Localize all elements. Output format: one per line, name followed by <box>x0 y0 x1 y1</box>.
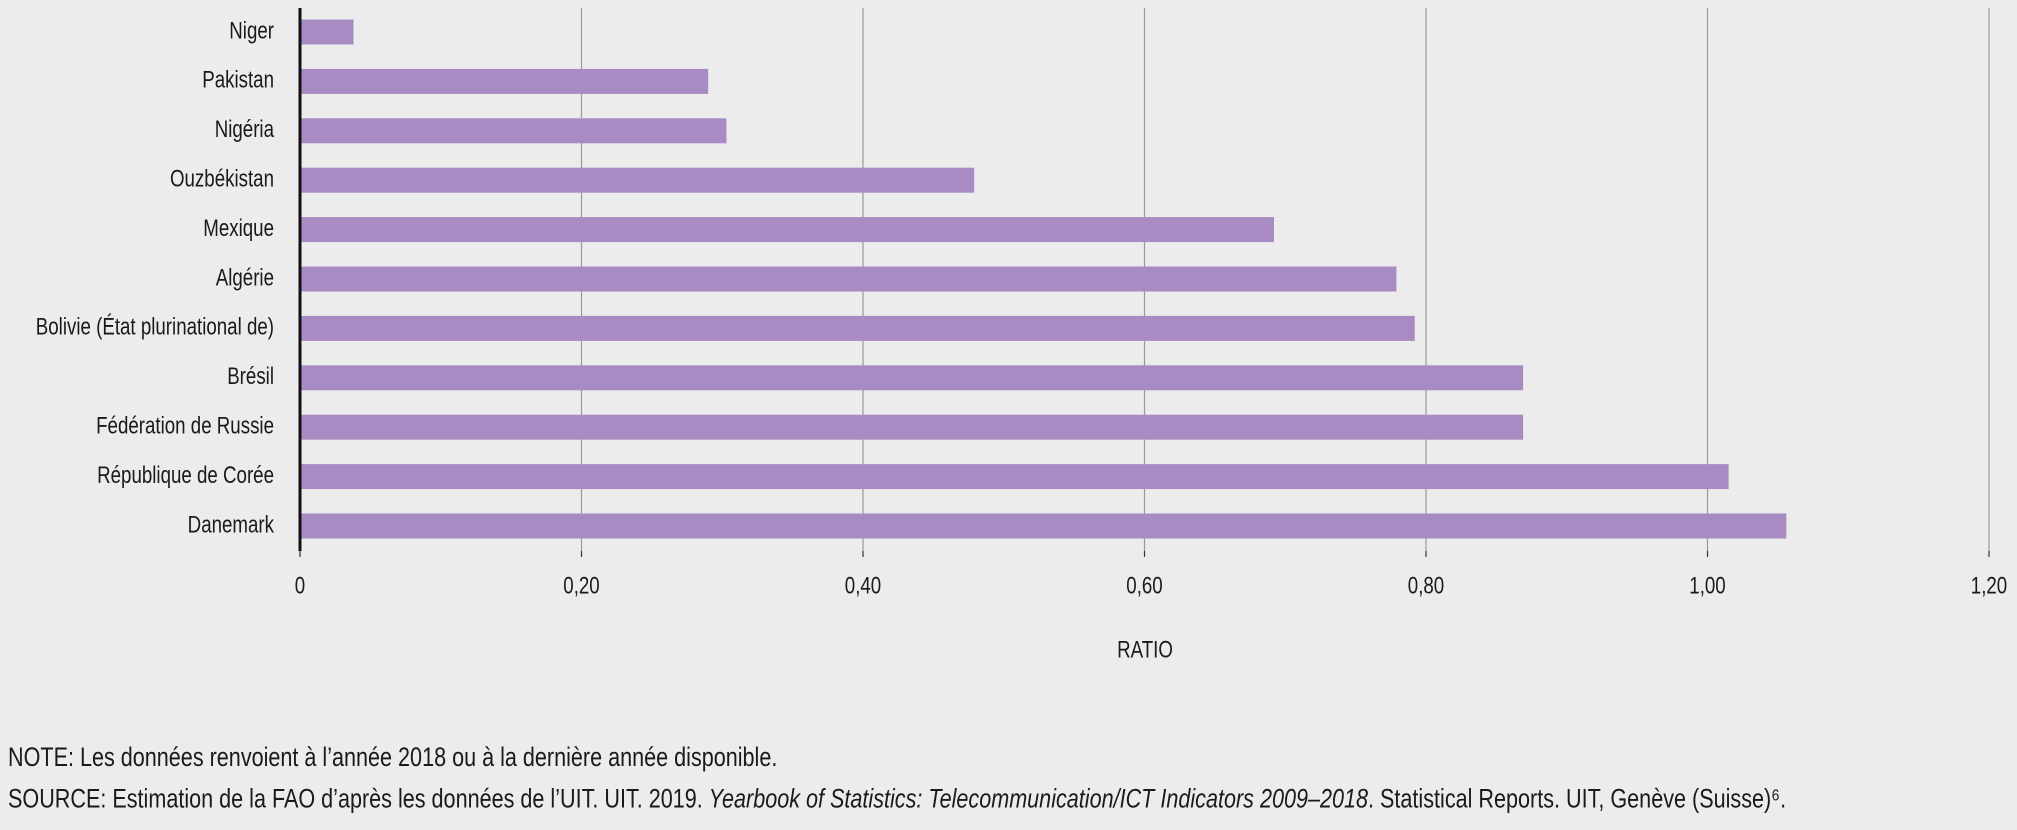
x-tick-label: 1,00 <box>1689 572 1725 599</box>
bar <box>300 217 1274 243</box>
y-tick-label: Mexique <box>203 215 274 242</box>
x-axis-label: RATIO <box>1117 636 1173 663</box>
bar <box>300 414 1524 440</box>
y-tick-label: Algérie <box>216 264 274 291</box>
x-tick-label: 0 <box>295 572 305 599</box>
x-tick-label: 0,80 <box>1408 572 1444 599</box>
y-tick-label: Niger <box>229 17 274 44</box>
y-tick-label: Ouzbékistan <box>170 165 274 192</box>
y-tick-label: Nigéria <box>215 116 274 143</box>
bar <box>300 315 1415 341</box>
x-tick-label: 0,20 <box>563 572 599 599</box>
bar <box>300 464 1729 490</box>
bar <box>300 266 1397 292</box>
source-text: SOURCE: Estimation de la FAO d’après les… <box>8 785 709 815</box>
bar <box>300 365 1524 391</box>
bar <box>300 118 727 144</box>
y-tick-label: Danemark <box>188 511 275 538</box>
source-title: Yearbook of Statistics: Telecommunicatio… <box>709 785 1369 815</box>
bar <box>300 513 1787 539</box>
y-tick-label: République de Corée <box>97 462 274 489</box>
x-tick-label: 1,20 <box>1971 572 2007 599</box>
bar <box>300 19 354 45</box>
bar <box>300 167 975 193</box>
source-text: . Statistical Reports. UIT, Genève (Suis… <box>1368 785 1786 815</box>
y-tick-label: Pakistan <box>202 67 274 94</box>
source: SOURCE: Estimation de la FAO d’après les… <box>8 785 1786 815</box>
y-tick-label: Bolivie (État plurinational de) <box>36 312 274 340</box>
note: NOTE: Les données renvoient à l’année 20… <box>8 743 777 773</box>
x-tick-label: 0,40 <box>845 572 881 599</box>
y-tick-label: Brésil <box>227 363 274 390</box>
bar <box>300 68 709 94</box>
x-tick-label: 0,60 <box>1126 572 1162 599</box>
y-tick-label: Fédération de Russie <box>96 412 274 439</box>
